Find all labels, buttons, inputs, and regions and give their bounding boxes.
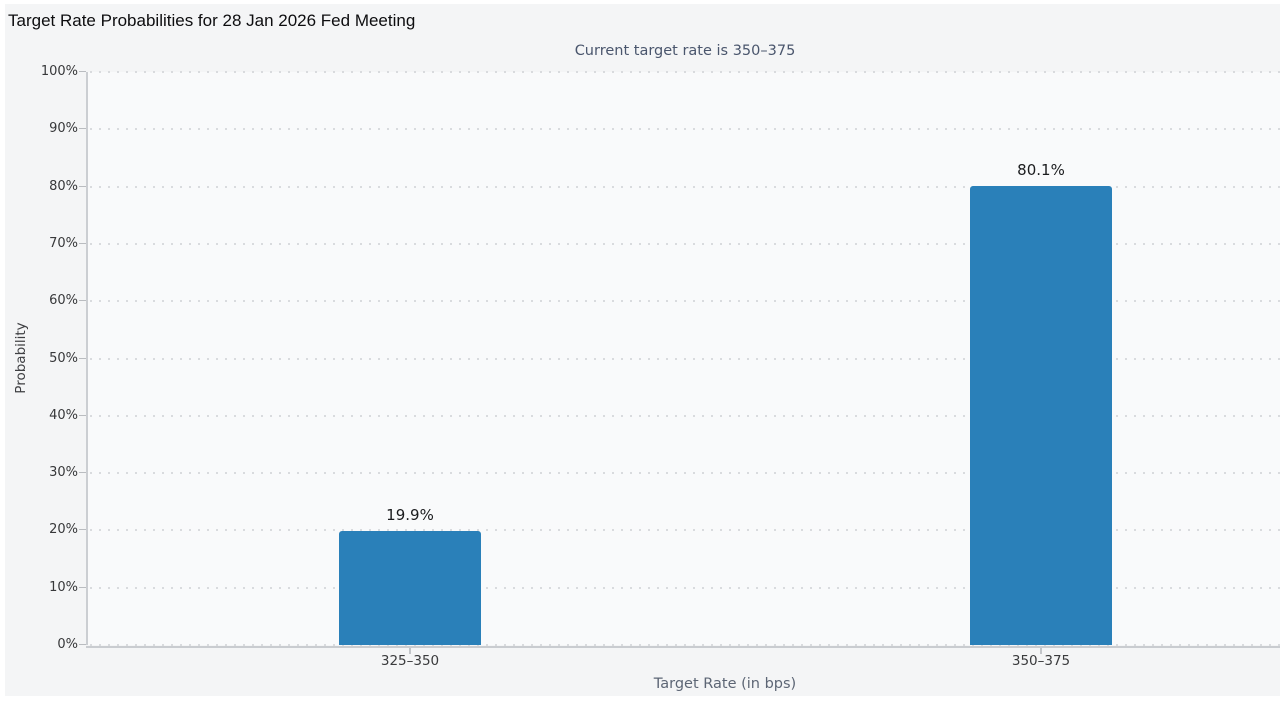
y-tick-mark (79, 586, 86, 588)
x-tick-mark (1040, 648, 1042, 654)
bar[interactable] (339, 530, 481, 645)
y-axis-labels: 0% 10% 20% 30% 40% 50% 60% 70% 80% 90% 100% (5, 64, 78, 652)
plot-area: 19.9% 80.1% (79, 71, 1280, 654)
y-tick-mark (79, 128, 86, 130)
y-tick-mark (79, 472, 86, 474)
y-tick-mark (79, 185, 86, 187)
y-tick-label: 100% (40, 64, 78, 79)
y-tick-label: 40% (49, 407, 78, 423)
y-tick-label: 10% (49, 579, 78, 595)
x-axis-title: Target Rate (in bps) (653, 676, 797, 692)
gridline (90, 242, 1280, 245)
y-tick-label: 30% (49, 465, 78, 481)
y-tick-label: 90% (49, 121, 78, 137)
y-tick-mark (79, 357, 86, 359)
y-tick-label: 20% (49, 522, 78, 538)
gridline (90, 414, 1280, 417)
y-tick-label: 70% (49, 235, 78, 251)
x-category-label: 350–375 (1011, 653, 1071, 669)
gridline (90, 300, 1280, 303)
y-tick-mark (79, 529, 86, 531)
gridline (90, 472, 1280, 475)
gridline (90, 185, 1280, 188)
x-tick-mark (409, 648, 411, 654)
y-tick-label: 80% (49, 178, 78, 194)
chart-title: Target Rate Probabilities for 28 Jan 202… (8, 11, 416, 30)
y-tick-label: 50% (49, 350, 78, 366)
gridline (90, 529, 1280, 532)
x-category-label: 325–350 (380, 653, 440, 669)
gridline (90, 71, 1280, 73)
y-tick-mark (79, 644, 86, 645)
bar-value-label: 19.9% (386, 505, 434, 524)
gridline (90, 586, 1280, 589)
bar[interactable] (970, 186, 1112, 645)
y-tick-label: 60% (49, 293, 78, 309)
y-tick-label: 0% (57, 637, 78, 652)
gridline (90, 128, 1280, 131)
y-axis-line (86, 72, 88, 645)
gridline (90, 644, 1280, 646)
chart-subtitle: Current target rate is 350–375 (574, 43, 796, 59)
bar-value-label: 80.1% (1017, 161, 1065, 180)
gridline (90, 357, 1280, 360)
y-tick-mark (79, 71, 86, 72)
chart-panel: Target Rate Probabilities for 28 Jan 202… (5, 4, 1280, 696)
y-tick-mark (79, 242, 86, 244)
x-axis-line (86, 646, 1280, 648)
y-tick-mark (79, 300, 86, 302)
y-tick-mark (79, 414, 86, 416)
